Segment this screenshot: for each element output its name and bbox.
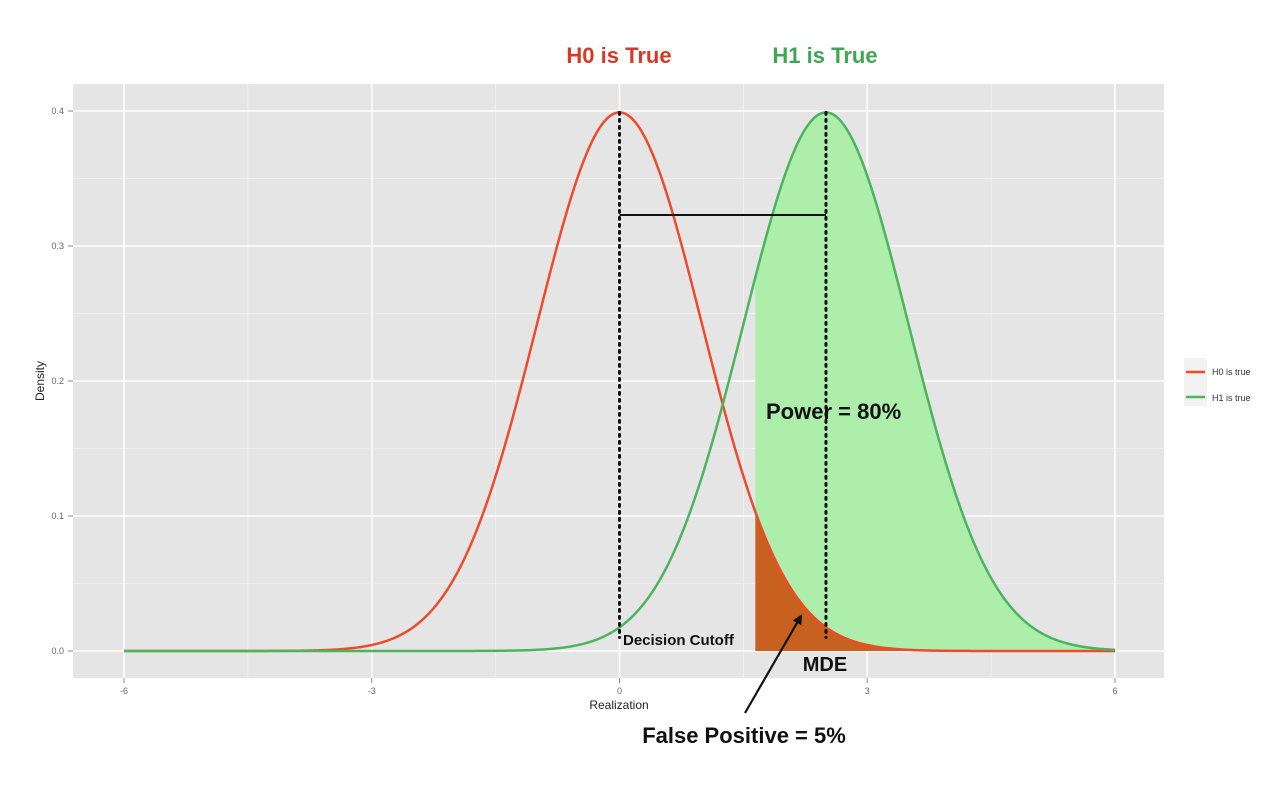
x-axis-title: Realization — [589, 698, 648, 712]
legend-key-background — [1184, 358, 1207, 406]
y-tick-label: 0.2 — [51, 376, 64, 386]
decision-cutoff-label: Decision Cutoff — [623, 632, 735, 649]
x-tick-label: 0 — [617, 686, 622, 696]
y-axis-title: Density — [33, 361, 47, 401]
legend: H0 is true H1 is true — [1184, 358, 1251, 406]
y-axis-ticks: 0.0 0.1 0.2 0.3 0.4 — [51, 106, 73, 656]
y-tick-label: 0.0 — [51, 646, 64, 656]
y-tick-label: 0.3 — [51, 241, 64, 251]
false-positive-area — [755, 511, 1115, 651]
y-tick-label: 0.4 — [51, 106, 64, 116]
mde-label: MDE — [803, 654, 847, 676]
false-positive-label: False Positive = 5% — [642, 723, 846, 748]
x-tick-label: 6 — [1112, 686, 1117, 696]
h0-header-label: H0 is True — [566, 43, 671, 68]
false-positive-arrow — [744, 614, 802, 714]
legend-label-h1: H1 is true — [1212, 393, 1251, 403]
x-tick-label: -6 — [120, 686, 128, 696]
power-area — [755, 112, 1115, 651]
h1-header-label: H1 is True — [772, 43, 877, 68]
power-label: Power = 80% — [766, 399, 901, 424]
x-tick-label: -3 — [368, 686, 376, 696]
x-tick-label: 3 — [865, 686, 870, 696]
legend-label-h0: H0 is true — [1212, 367, 1251, 377]
y-tick-label: 0.1 — [51, 511, 64, 521]
x-axis-ticks: -6 -3 0 3 6 — [120, 678, 1118, 696]
h1-density-curve — [124, 111, 1116, 653]
